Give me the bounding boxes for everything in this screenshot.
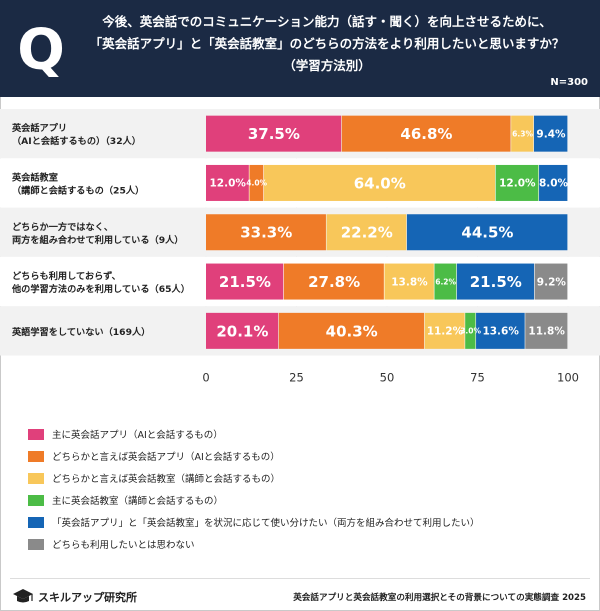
legend-item: どちらも利用したいとは思わない [28, 537, 195, 551]
legend-item: どちらかと言えば英会話アプリ（AIと会話するもの） [28, 449, 280, 463]
data-label: 4.0% [246, 179, 267, 188]
legend-label: 主に英会話アプリ（AIと会話するもの） [52, 430, 223, 441]
data-label: 12.0% [210, 178, 247, 190]
footer-divider [10, 578, 590, 579]
category-label: （AIと会話するもの）（32人） [12, 135, 141, 147]
category-label: 英会話アプリ [12, 122, 67, 134]
q-badge: Q [17, 18, 65, 83]
data-label: 12.0% [499, 178, 536, 190]
bar-segment [263, 164, 495, 201]
x-tick-label: 0 [202, 371, 209, 385]
category-label: 英会話教室 [12, 171, 58, 183]
bar-segment [533, 115, 568, 152]
stacked-bar-chart: 37.5% 46.8% 6.3% 9.4%12.0% 4.0% 64.0% 12.0% 8.0… [0, 109, 600, 385]
data-label: 37.5% [248, 125, 300, 143]
category-label: どちらか一方ではなく、 [12, 221, 113, 233]
survey-caption: 英会話アプリと英会話教室の利用選択とその背景についての実態調査 2025 [293, 593, 586, 603]
question-title-line: 「英会話アプリ」と「英会話教室」のどちらの方法をより利用したいと思いますか？ [89, 36, 565, 51]
legend-label: どちらかと言えば英会話教室（講師と会話するもの） [52, 474, 281, 485]
legend-swatch [28, 428, 44, 440]
bar-segment [326, 214, 407, 251]
data-label: 64.0% [354, 174, 406, 192]
question-title-line: （学習方法別） [283, 58, 371, 73]
bar-segment [206, 164, 249, 201]
x-tick-label: 50 [380, 371, 395, 385]
data-label: 13.6% [482, 326, 519, 338]
legend-item: 主に英会話アプリ（AIと会話するもの） [28, 427, 223, 441]
data-label: 22.2% [341, 224, 393, 242]
bar-segment [476, 312, 525, 349]
category-label: 英語学習をしていない（169人） [12, 326, 150, 338]
data-label: 46.8% [400, 125, 452, 143]
data-label: 13.8% [391, 276, 428, 288]
legend-item: 「英会話アプリ」と「英会話教室」を状況に応じて使い分けたい（両方を組み合わせて利… [28, 515, 480, 529]
x-axis: 0 25 50 75 100 [202, 371, 579, 385]
category-label: 他の学習方法のみを利用している（65人） [11, 283, 190, 295]
legend-label: 「英会話アプリ」と「英会話教室」を状況に応じて使い分けたい（両方を組み合わせて利… [52, 518, 480, 529]
brand-name: スキルアップ研究所 [38, 591, 137, 604]
bar-segment [206, 115, 342, 152]
legend-label: 主に英会話教室（講師と会話するもの） [52, 496, 224, 507]
bar-segment [206, 214, 326, 251]
question-title: 今後、英会話でのコミュニケーション能力（話す・聞く）を向上させるために、 「英会… [72, 11, 582, 77]
legend-swatch [28, 516, 44, 528]
x-tick-label: 75 [470, 371, 485, 385]
bar-segment [278, 312, 425, 349]
legend-item: どちらかと言えば英会話教室（講師と会話するもの） [28, 471, 280, 485]
data-label: 44.5% [461, 224, 513, 242]
legend-label: どちらも利用したいとは思わない [52, 540, 195, 551]
sample-size: N=300 [550, 77, 588, 88]
category-labels: 英会話アプリ（AIと会話するもの）（32人） 英会話教室（講師と会話するもの（25… [11, 122, 190, 338]
bar-segment [539, 164, 568, 201]
legend-swatch [28, 472, 44, 484]
brand-logo: スキルアップ研究所 [12, 587, 137, 607]
data-label: 9.4% [536, 128, 566, 140]
legend-swatch [28, 494, 44, 506]
data-label: 9.2% [537, 276, 567, 288]
data-label: 11.2% [427, 326, 464, 338]
bar-segment [534, 263, 568, 300]
data-label: 21.5% [470, 273, 522, 291]
bar-segment [206, 312, 279, 349]
bars [206, 115, 568, 349]
bar-segment [206, 263, 284, 300]
bar-segment [406, 214, 568, 251]
bar-segment [525, 312, 568, 349]
bar-segment [465, 312, 476, 349]
data-label: 6.3% [512, 129, 533, 138]
legend-swatch [28, 538, 44, 550]
category-label: どちらも利用しておらず、 [12, 270, 121, 282]
bar-segment [434, 263, 457, 300]
bar-segment [424, 312, 465, 349]
data-label: 20.1% [216, 322, 268, 340]
question-title-line: 今後、英会話でのコミュニケーション能力（話す・聞く）を向上させるために、 [102, 14, 552, 29]
legend-label: どちらかと言えば英会話アプリ（AIと会話するもの） [52, 452, 280, 463]
data-label: 27.8% [308, 273, 360, 291]
bar-segment [341, 115, 511, 152]
data-label: 6.2% [435, 277, 456, 286]
legend-swatch [28, 450, 44, 462]
bar-segment [495, 164, 539, 201]
bar-segment [456, 263, 535, 300]
x-tick-label: 25 [289, 371, 304, 385]
data-label: 8.0% [539, 178, 569, 190]
x-tick-label: 100 [557, 371, 579, 385]
data-label: 33.3% [240, 224, 292, 242]
data-label: 21.5% [219, 273, 271, 291]
bar-segment [283, 263, 384, 300]
data-label: 3.0% [460, 327, 481, 336]
question-header: Q 今後、英会話でのコミュニケーション能力（話す・聞く）を向上させるために、 「… [0, 0, 600, 97]
bar-segment [384, 263, 434, 300]
bar-segment [511, 115, 534, 152]
graduation-cap-icon [13, 589, 33, 603]
legend-item: 主に英会話教室（講師と会話するもの） [28, 493, 223, 507]
data-labels: 37.5% 46.8% 6.3% 9.4%12.0% 4.0% 64.0% 12.0% 8.0… [210, 125, 569, 340]
bar-segment [249, 164, 264, 201]
category-label: （講師と会話するもの（25人） [12, 184, 144, 196]
data-label: 40.3% [326, 322, 378, 340]
category-label: 両方を組み合わせて利用している（9人） [12, 234, 184, 246]
data-label: 11.8% [528, 326, 565, 338]
